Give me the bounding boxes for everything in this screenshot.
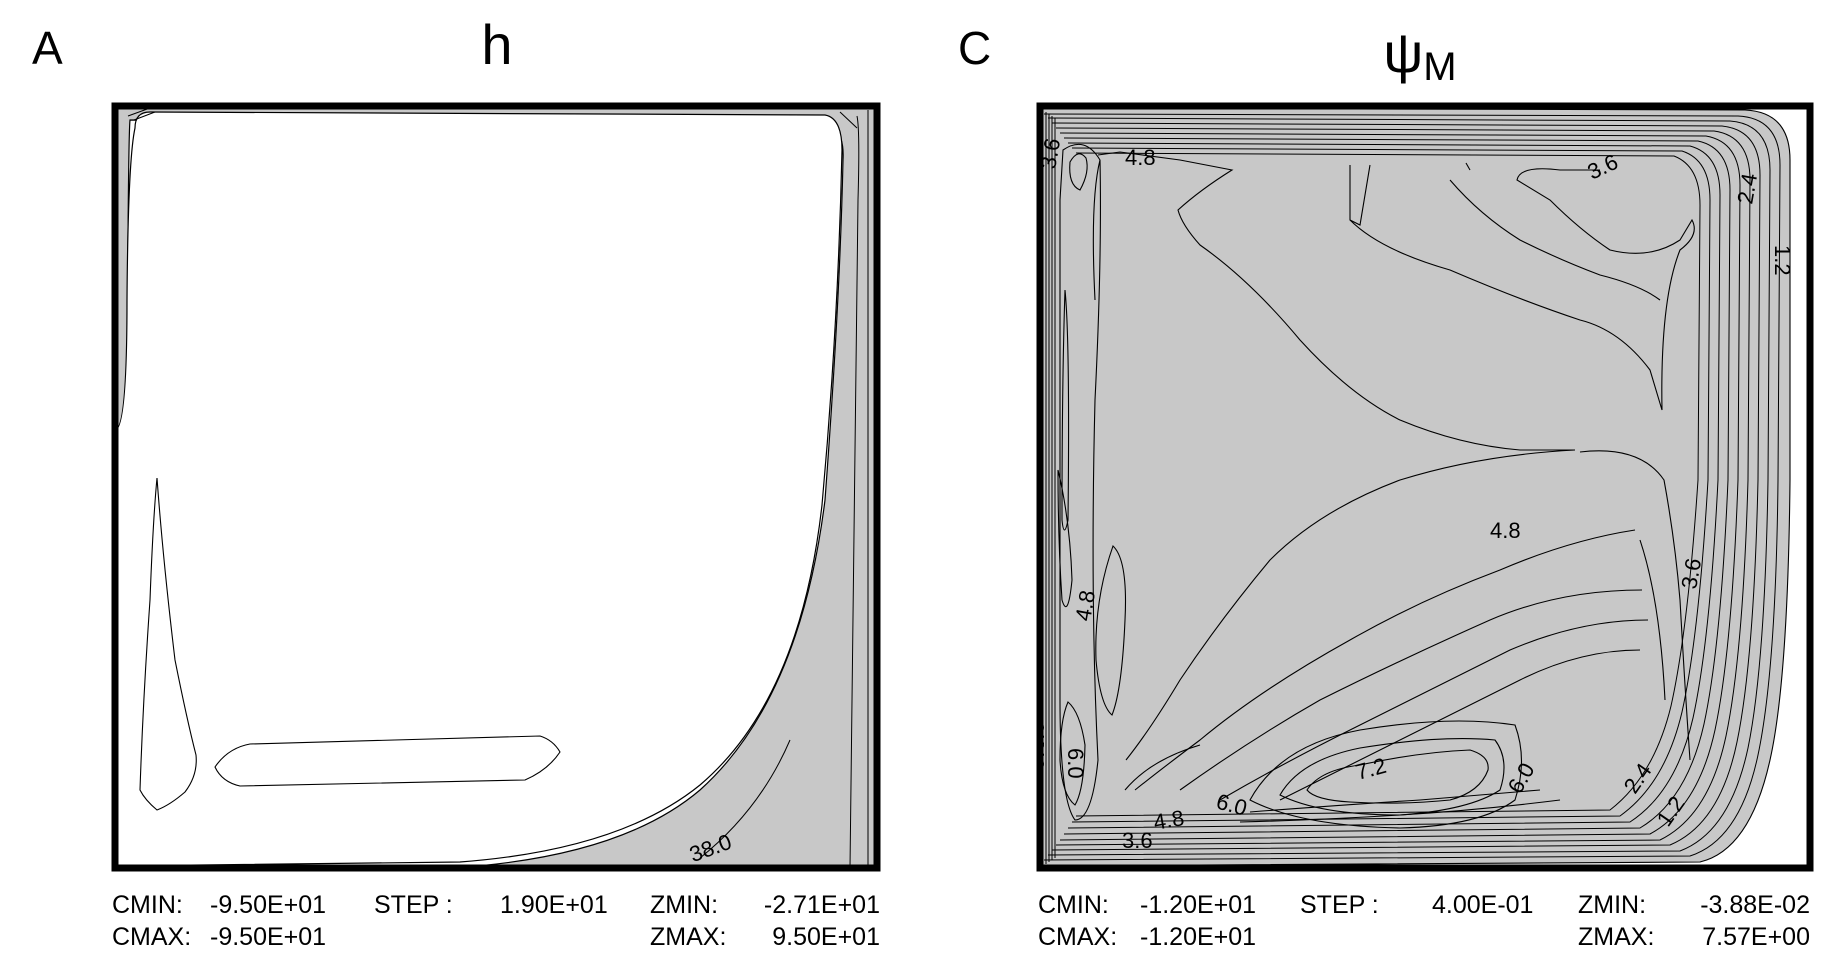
panel-c-label-48-south: 4.8 xyxy=(1152,805,1186,835)
panel-c-cmax-label: CMAX: xyxy=(1038,923,1117,951)
panel-c-label-48-wall: 4.8 xyxy=(1024,721,1049,752)
panel-c: C ψM xyxy=(958,21,1814,951)
panel-a-zmax-value: 9.50E+01 xyxy=(772,923,880,951)
panel-c-max-contour xyxy=(1306,749,1489,804)
panel-c-stats: CMIN: -1.20E+01 CMAX: -1.20E+01 STEP : 4… xyxy=(1038,891,1810,951)
panel-a-plot: 38.0 xyxy=(115,106,877,868)
panel-a-stats: CMIN: -9.50E+01 CMAX: -9.50E+01 STEP : 1… xyxy=(112,891,880,951)
panel-a-cmin-label: CMIN: xyxy=(112,891,183,919)
panel-c-cmin-label: CMIN: xyxy=(1038,891,1109,919)
panel-c-west-cells xyxy=(1057,143,1126,821)
panel-c-label-36-east: 3.6 xyxy=(1676,556,1706,590)
panel-a-letter: A xyxy=(32,22,63,74)
panel-c-outer-rings xyxy=(1043,113,1781,861)
panel-a-cmin-value: -9.50E+01 xyxy=(210,891,326,919)
panel-c-step-label: STEP : xyxy=(1300,891,1379,919)
panel-a-contour-vertical xyxy=(139,477,197,811)
panel-a-step-label: STEP : xyxy=(374,891,453,919)
panel-a-zmin-value: -2.71E+01 xyxy=(764,891,880,919)
panel-c-zmax-label: ZMAX: xyxy=(1578,923,1654,951)
panel-c-label-48-top: 4.8 xyxy=(1125,145,1156,170)
panel-c-label-36-west: 3.6 xyxy=(1024,739,1049,770)
panel-a-zmax-label: ZMAX: xyxy=(650,923,726,951)
panel-c-title: ψM xyxy=(1383,21,1456,89)
panel-c-gyre-fill xyxy=(1040,107,1791,867)
panel-c-letter: C xyxy=(958,22,991,74)
panel-a-inner-boundary xyxy=(115,111,843,867)
panel-a-title: h xyxy=(481,13,512,76)
panel-c-zmax-value: 7.57E+00 xyxy=(1702,923,1810,951)
panel-c-label-24-ne: 2.4 xyxy=(1732,171,1762,205)
panel-a: A h 38.0 CMIN: -9.50E+01 CMAX: -9.50E+01 xyxy=(32,13,881,951)
panel-a-cmax-label: CMAX: xyxy=(112,923,191,951)
panel-c-zmin-value: -3.88E-02 xyxy=(1700,891,1810,919)
panel-c-plot: 4.8 3.6 3.6 2.4 1.2 4.8 3.6 4.8 7.2 6.0 … xyxy=(1024,106,1810,868)
panel-c-label-36-south: 3.6 xyxy=(1122,828,1153,853)
panel-c-label-48-mid: 4.8 xyxy=(1490,518,1521,543)
panel-a-frame xyxy=(111,102,881,872)
panel-c-label-60-west: 6.0 xyxy=(1063,748,1088,779)
panel-a-step-value: 1.90E+01 xyxy=(500,891,608,919)
panel-a-shade-right xyxy=(115,106,877,868)
panel-c-cmin-value: -1.20E+01 xyxy=(1140,891,1256,919)
panel-c-title-subscript: M xyxy=(1423,45,1456,89)
panel-c-label-12-ne: 1.2 xyxy=(1770,245,1795,276)
panel-c-step-value: 4.00E-01 xyxy=(1432,891,1533,919)
panel-a-zmin-label: ZMIN: xyxy=(650,891,718,919)
panel-a-contour-horizontal xyxy=(214,735,561,787)
panel-c-interior-contours xyxy=(1092,151,1695,829)
panel-a-cmax-value: -9.50E+01 xyxy=(210,923,326,951)
panel-c-zmin-label: ZMIN: xyxy=(1578,891,1646,919)
panel-c-cmax-value: -1.20E+01 xyxy=(1140,923,1256,951)
panel-c-title-main: ψ xyxy=(1383,21,1423,84)
panel-c-frame xyxy=(1036,102,1814,872)
panel-c-label-48-west: 4.8 xyxy=(1070,588,1100,622)
